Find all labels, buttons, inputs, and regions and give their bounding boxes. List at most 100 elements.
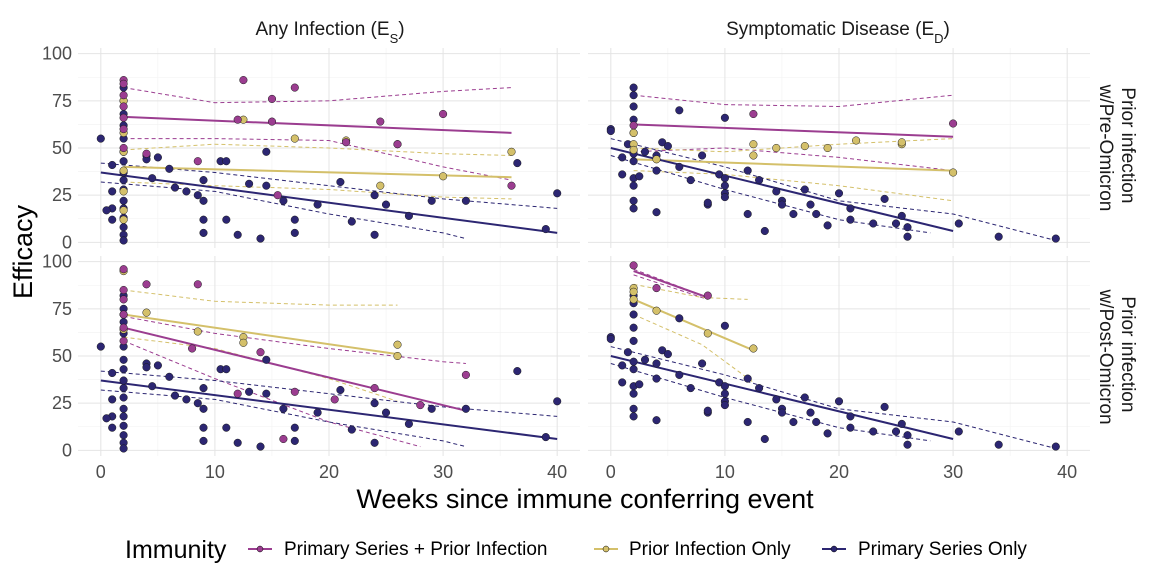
- y-tick-label: 100: [42, 44, 72, 64]
- data-point-primary-series-only: [897, 211, 906, 220]
- data-point-primary-series-only: [193, 191, 202, 200]
- data-point-primary-series-only: [891, 219, 901, 228]
- fit-line-primary-series-only: [100, 379, 558, 440]
- fit-line-prior-infection-only: [633, 158, 954, 172]
- ci-upper-prior-infection-only: [123, 289, 398, 306]
- data-point-primary-series-only: [618, 153, 627, 162]
- data-point-primary-series-only: [834, 189, 844, 198]
- data-point-primary-series-prior-infection: [188, 344, 197, 353]
- data-point-primary-series-only: [96, 134, 105, 143]
- data-point-primary-series-prior-infection: [267, 94, 277, 103]
- data-point-prior-infection-only: [823, 143, 832, 153]
- data-point-primary-series-only: [119, 176, 128, 185]
- x-axis-title: Weeks since immune conferring event: [356, 484, 814, 514]
- data-point-prior-infection-only: [652, 155, 661, 164]
- data-point-prior-infection-only: [393, 351, 402, 361]
- data-point-primary-series-only: [148, 382, 157, 391]
- data-point-primary-series-only: [629, 365, 638, 374]
- data-point-primary-series-only: [640, 147, 650, 156]
- data-point-primary-series-only: [381, 408, 391, 417]
- data-point-prior-infection-only: [119, 166, 128, 175]
- data-point-prior-infection-only: [749, 151, 758, 160]
- data-point-primary-series-only: [262, 389, 271, 398]
- data-point-primary-series-only: [290, 436, 299, 445]
- data-point-primary-series-only: [170, 391, 180, 400]
- y-tick-label: 0: [62, 440, 72, 460]
- data-point-primary-series-prior-infection: [233, 389, 242, 398]
- legend-item-prior-infection-only: Prior Infection Only: [594, 539, 791, 560]
- y-tick-label: 50: [52, 138, 72, 158]
- data-point-primary-series-only: [640, 355, 650, 364]
- data-point-primary-series-prior-infection: [119, 91, 128, 100]
- data-point-primary-series-only: [222, 365, 231, 374]
- data-point-primary-series-only: [629, 102, 638, 111]
- data-point-primary-series-only: [541, 225, 550, 234]
- data-point-primary-series-only: [108, 423, 117, 432]
- data-point-primary-series-only: [652, 166, 661, 175]
- fit-line-primary-series-only: [610, 147, 954, 232]
- y-tick-label: 100: [42, 252, 72, 272]
- data-point-primary-series-only: [720, 174, 729, 183]
- data-point-primary-series-prior-infection: [142, 149, 151, 158]
- data-point-primary-series-only: [199, 196, 208, 205]
- data-point-primary-series-prior-infection: [119, 295, 128, 304]
- legend-title: Immunity: [125, 536, 227, 564]
- data-point-primary-series-only: [119, 236, 128, 245]
- data-point-prior-infection-only: [239, 338, 248, 347]
- data-point-primary-series-only: [652, 416, 661, 425]
- data-point-primary-series-prior-infection: [342, 138, 351, 147]
- data-point-primary-series-only: [96, 342, 105, 351]
- data-point-primary-series-only: [262, 181, 271, 190]
- data-point-primary-series-only: [233, 438, 242, 447]
- data-point-primary-series-only: [618, 361, 627, 370]
- data-point-primary-series-only: [703, 198, 712, 207]
- fit-line-primary-series-prior-infection: [633, 270, 709, 299]
- ci-lower-prior-infection-only: [633, 170, 954, 202]
- y-tick-label: 0: [62, 232, 72, 252]
- panel-any-infection-pre-omicron: 0 25 50 75 100: [42, 44, 580, 252]
- data-point-primary-series-only: [891, 427, 901, 436]
- row-title-pre-omicron: Prior infection w/Pre-Omicron: [1095, 84, 1138, 212]
- data-point-primary-series-only: [606, 334, 615, 344]
- data-point-primary-series-only: [869, 427, 878, 436]
- x-tick-label: 20: [319, 462, 339, 482]
- data-point-primary-series-prior-infection: [193, 280, 202, 289]
- data-point-primary-series-only: [279, 404, 288, 413]
- data-point-primary-series-only: [869, 219, 878, 228]
- data-point-primary-series-prior-infection: [193, 157, 202, 166]
- data-point-primary-series-only: [199, 384, 208, 393]
- x-tick-label: 0: [606, 462, 616, 482]
- data-point-prior-infection-only: [119, 187, 128, 196]
- data-point-primary-series-only: [720, 113, 729, 122]
- data-point-primary-series-only: [698, 359, 707, 368]
- data-point-primary-series-only: [119, 355, 128, 364]
- data-point-primary-series-only: [313, 408, 322, 417]
- data-point-primary-series-prior-infection: [652, 284, 661, 293]
- data-point-primary-series-only: [777, 200, 787, 209]
- data-point-primary-series-only: [652, 374, 661, 383]
- data-point-primary-series-prior-infection: [279, 434, 288, 444]
- data-point-primary-series-prior-infection: [703, 291, 712, 300]
- data-point-primary-series-only: [743, 417, 752, 427]
- fit-line-primary-series-prior-infection: [633, 123, 954, 138]
- data-point-primary-series-prior-infection: [119, 336, 128, 345]
- data-point-primary-series-prior-infection: [949, 119, 958, 128]
- data-point-primary-series-prior-infection: [119, 143, 128, 153]
- data-point-primary-series-only: [606, 126, 615, 136]
- data-point-primary-series-only: [703, 406, 712, 415]
- data-point-primary-series-prior-infection: [629, 261, 638, 270]
- data-point-primary-series-only: [142, 363, 151, 372]
- data-point-primary-series-only: [720, 382, 729, 391]
- data-point-primary-series-only: [629, 357, 638, 366]
- data-point-primary-series-only: [199, 436, 208, 445]
- data-point-primary-series-only: [846, 423, 855, 432]
- data-point-primary-series-prior-infection: [330, 395, 339, 404]
- data-point-primary-series-only: [427, 196, 436, 205]
- data-point-primary-series-only: [165, 372, 174, 381]
- x-tick-label: 30: [433, 462, 453, 482]
- data-point-primary-series-prior-infection: [376, 117, 385, 126]
- data-point-primary-series-only: [760, 434, 769, 444]
- data-point-primary-series-only: [720, 389, 729, 398]
- data-point-primary-series-only: [370, 191, 379, 200]
- ci-lower-prior-infection-only: [123, 336, 398, 402]
